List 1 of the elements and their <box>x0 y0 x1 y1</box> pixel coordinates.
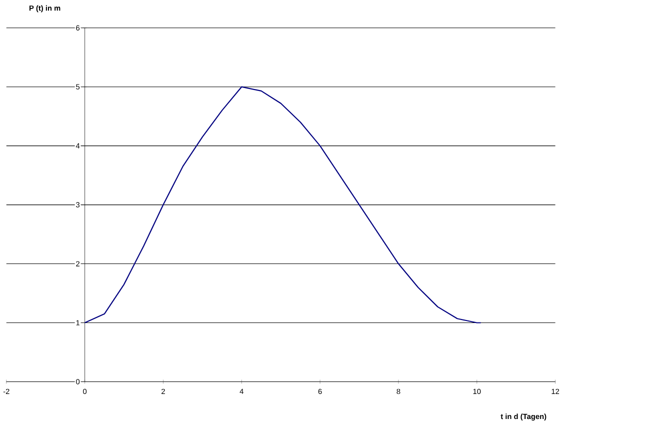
line-series <box>84 86 482 324</box>
